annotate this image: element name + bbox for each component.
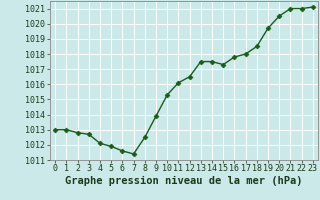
X-axis label: Graphe pression niveau de la mer (hPa): Graphe pression niveau de la mer (hPa) xyxy=(65,176,303,186)
